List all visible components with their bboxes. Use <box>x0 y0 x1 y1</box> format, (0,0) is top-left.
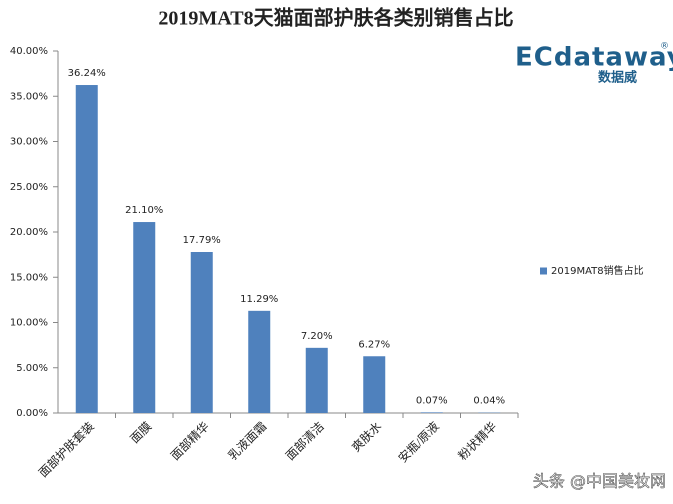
x-tick-label: 面部精华 <box>167 418 212 463</box>
bar <box>133 222 156 413</box>
y-tick-label: 30.00% <box>10 137 48 148</box>
y-tick-label: 20.00% <box>10 227 48 238</box>
value-label: 17.79% <box>183 235 221 246</box>
value-label: 21.10% <box>125 205 163 216</box>
x-tick-label: 面膜 <box>127 419 154 446</box>
chart-title: 2019MAT8天猫面部护肤各类别销售占比 <box>158 6 513 30</box>
bar <box>363 356 386 413</box>
x-tick-label: 乳液面霜 <box>225 418 270 463</box>
y-tick-label: 25.00% <box>10 182 48 193</box>
y-tick-label: 0.00% <box>16 408 48 419</box>
y-tick-label: 10.00% <box>10 318 48 329</box>
x-tick-label: 安瓶/原液 <box>395 418 442 465</box>
legend-swatch <box>540 267 547 275</box>
logo-mark: ® <box>660 42 669 52</box>
y-tick-label: 35.00% <box>10 91 48 102</box>
value-label: 0.07% <box>416 395 448 406</box>
watermark: 头条 @中国美妆网 <box>533 472 666 491</box>
bar <box>75 85 98 413</box>
bar <box>420 412 443 413</box>
logo-sub: 数据威 <box>598 70 637 86</box>
y-tick-label: 40.00% <box>10 46 48 57</box>
value-label: 36.24% <box>68 68 106 79</box>
bar <box>190 252 213 413</box>
bar <box>248 310 271 413</box>
value-label: 11.29% <box>240 294 278 305</box>
x-tick-label: 粉状精华 <box>455 419 499 463</box>
x-tick-label: 面部护肤套装 <box>35 418 97 480</box>
bar <box>305 347 328 413</box>
x-tick-label: 爽肤水 <box>348 418 384 454</box>
logo-brand: ECdataway <box>515 43 673 73</box>
y-tick-label: 5.00% <box>16 363 48 374</box>
value-label: 0.04% <box>473 396 505 407</box>
value-label: 7.20% <box>301 331 333 342</box>
legend-label: 2019MAT8销售占比 <box>551 264 644 277</box>
x-tick-label: 面部清洁 <box>282 418 327 463</box>
y-tick-label: 15.00% <box>10 272 48 283</box>
value-label: 6.27% <box>358 339 390 350</box>
